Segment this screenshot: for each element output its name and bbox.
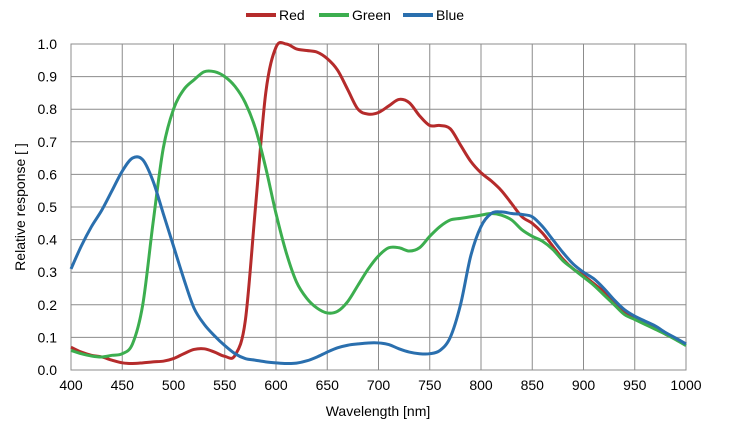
series-line-green bbox=[70, 69, 687, 359]
x-tick-label: 450 bbox=[111, 377, 135, 393]
x-tick-label: 800 bbox=[469, 377, 493, 393]
x-tick-label: 750 bbox=[418, 377, 442, 393]
series-lines bbox=[69, 40, 687, 366]
y-tick-label: 0.8 bbox=[38, 101, 58, 117]
grid bbox=[70, 43, 687, 371]
x-tick-label: 500 bbox=[162, 377, 186, 393]
y-axis-ticks: 0.0 0.1 0.2 0.3 0.4 0.5 0.6 0.7 0.8 0.9 1.0 bbox=[38, 36, 58, 378]
y-tick-label: 0.5 bbox=[38, 199, 58, 215]
y-tick-label: 0.9 bbox=[38, 69, 58, 85]
y-tick-label: 0.2 bbox=[38, 297, 58, 313]
x-tick-label: 600 bbox=[264, 377, 288, 393]
y-tick-label: 0.3 bbox=[38, 264, 58, 280]
y-tick-label: 0.4 bbox=[38, 232, 58, 248]
legend: Red Green Blue bbox=[246, 7, 464, 23]
series-line-blue bbox=[69, 155, 687, 366]
x-tick-label: 550 bbox=[213, 377, 237, 393]
legend-label: Red bbox=[279, 7, 305, 23]
y-tick-label: 1.0 bbox=[38, 36, 58, 52]
y-tick-label: 0.7 bbox=[38, 134, 58, 150]
x-tick-label: 1000 bbox=[670, 377, 701, 393]
x-tick-label: 650 bbox=[316, 377, 340, 393]
y-tick-label: 0.6 bbox=[38, 166, 58, 182]
x-axis-ticks: 400 450 500 550 600 650 700 750 800 850 900 950 1000 bbox=[59, 377, 701, 393]
x-axis-label: Wavelength [nm] bbox=[326, 403, 431, 419]
x-tick-label: 900 bbox=[572, 377, 596, 393]
x-tick-label: 850 bbox=[521, 377, 545, 393]
x-tick-label: 400 bbox=[59, 377, 83, 393]
y-axis-label: Relative response [ ] bbox=[12, 143, 28, 271]
x-tick-label: 700 bbox=[367, 377, 391, 393]
y-tick-label: 0.1 bbox=[38, 329, 58, 345]
x-tick-label: 950 bbox=[623, 377, 647, 393]
legend-label: Green bbox=[352, 7, 391, 23]
legend-label: Blue bbox=[436, 7, 464, 23]
y-tick-label: 0.0 bbox=[38, 362, 58, 378]
